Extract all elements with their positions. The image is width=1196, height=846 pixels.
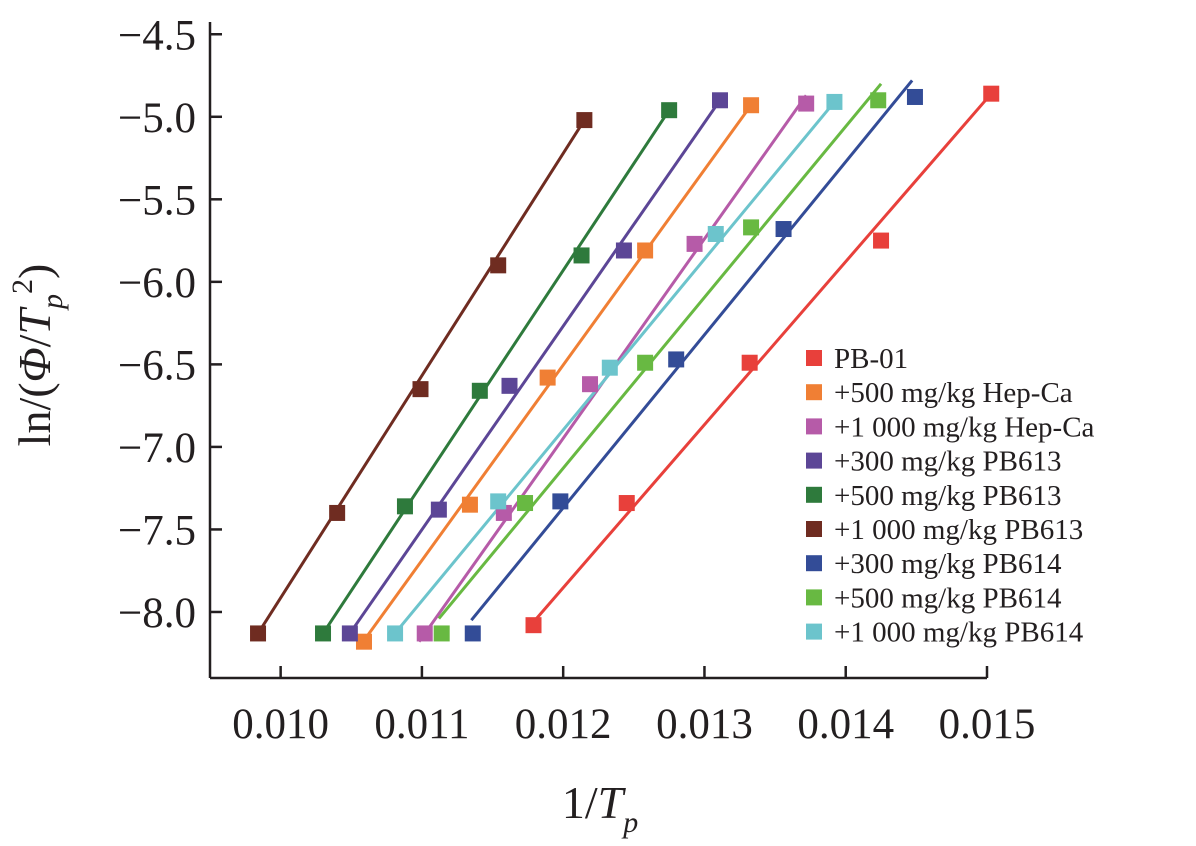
legend-label-series-6: +300 mg/kg PB614 [834, 548, 1062, 580]
data-point-series-1 [637, 242, 654, 259]
x-tick-label: 0.011 [374, 701, 469, 748]
x-tick-label: 0.014 [797, 701, 894, 748]
data-point-series-4 [315, 625, 332, 642]
data-point-series-8 [387, 625, 404, 642]
data-point-series-5 [329, 504, 346, 521]
fit-line-series-7 [437, 82, 883, 620]
legend: PB-01+500 mg/kg Hep-Ca+1 000 mg/kg Hep-C… [806, 343, 1095, 649]
y-tick-label: −7.5 [118, 507, 196, 554]
data-point-series-5 [412, 381, 429, 398]
data-point-series-5 [576, 112, 593, 129]
x-tick-label: 0.013 [656, 701, 753, 748]
data-point-series-0 [618, 495, 635, 512]
y-tick-label: −6.0 [118, 260, 196, 307]
data-point-series-6 [906, 88, 923, 105]
fit-line-series-6 [470, 79, 914, 622]
legend-marker-series-4 [806, 486, 822, 503]
data-point-series-4 [396, 498, 413, 515]
legend-marker-series-5 [806, 521, 822, 537]
data-point-series-7 [637, 354, 654, 371]
legend-label-series-0: PB-01 [834, 343, 908, 375]
data-points [250, 85, 1000, 650]
data-point-series-4 [661, 102, 678, 119]
fit-line-series-5 [256, 119, 586, 635]
legend-marker-series-6 [806, 555, 822, 572]
legend-label-series-4: +500 mg/kg PB613 [834, 480, 1061, 512]
data-point-series-1 [539, 369, 556, 386]
data-point-series-3 [711, 92, 728, 109]
legend-marker-series-0 [806, 350, 822, 366]
data-point-series-8 [826, 93, 843, 110]
x-tick-label: 0.010 [232, 701, 329, 748]
data-point-series-1 [355, 633, 372, 650]
legend-marker-series-3 [806, 452, 822, 469]
data-point-series-2 [416, 625, 433, 642]
legend-marker-series-7 [806, 589, 822, 606]
legend-label-series-2: +1 000 mg/kg Hep-Ca [834, 411, 1095, 443]
data-point-series-0 [983, 85, 1000, 102]
y-tick-label: −6.5 [118, 342, 196, 389]
data-point-series-8 [490, 493, 507, 510]
data-point-series-7 [870, 92, 887, 109]
legend-label-series-3: +300 mg/kg PB613 [834, 446, 1061, 478]
fit-line-series-0 [526, 92, 993, 630]
y-tick-label: −5.5 [118, 177, 196, 224]
legend-label-series-8: +1 000 mg/kg PB614 [834, 617, 1084, 649]
data-point-series-2 [582, 376, 599, 393]
fit-line-series-4 [321, 109, 671, 635]
data-point-series-3 [430, 501, 447, 518]
data-point-series-5 [250, 625, 267, 642]
axes: 0.010 0.011 0.012 0.013 0.014 0.015 −4.5 −5.0 −5… [118, 12, 1035, 748]
x-axis-title: 1/Tp [562, 777, 638, 839]
data-point-series-3 [615, 242, 632, 259]
legend-marker-series-8 [806, 623, 822, 640]
data-point-series-3 [341, 625, 358, 642]
y-tick-label: −4.5 [118, 12, 196, 59]
data-point-series-3 [501, 377, 518, 394]
data-point-series-8 [707, 225, 724, 242]
data-point-series-0 [741, 354, 758, 371]
data-point-series-7 [743, 219, 760, 236]
y-axis-title: ln/(Φ/Tp2) [6, 264, 69, 447]
data-point-series-4 [573, 247, 590, 264]
legend-label-series-5: +1 000 mg/kg PB613 [834, 514, 1083, 546]
data-point-series-2 [798, 95, 815, 112]
data-point-series-1 [461, 496, 478, 513]
axis-titles: 1/Tp ln/(Φ/Tp2) [6, 264, 638, 839]
data-point-series-2 [686, 235, 703, 252]
data-point-series-5 [490, 257, 507, 274]
legend-marker-series-2 [806, 418, 822, 435]
data-point-series-4 [471, 382, 488, 399]
y-tick-label: −8.0 [118, 590, 196, 637]
data-point-series-8 [601, 359, 618, 376]
y-tick-label: −7.0 [118, 425, 196, 472]
data-point-series-0 [873, 232, 890, 249]
x-tick-label: 0.015 [939, 701, 1036, 748]
y-tick-label: −5.0 [118, 95, 196, 142]
data-point-series-6 [464, 625, 481, 642]
legend-label-series-1: +500 mg/kg Hep-Ca [834, 377, 1073, 409]
data-point-series-0 [525, 617, 542, 634]
data-point-series-7 [433, 625, 450, 642]
x-tick-label: 0.012 [515, 701, 612, 748]
legend-label-series-7: +500 mg/kg PB614 [834, 582, 1062, 614]
data-point-series-6 [552, 493, 569, 510]
legend-marker-series-1 [806, 384, 822, 401]
data-point-series-6 [668, 351, 685, 368]
data-point-series-1 [743, 97, 760, 114]
data-point-series-7 [517, 495, 534, 512]
fit-line-series-3 [348, 99, 722, 635]
data-point-series-6 [775, 221, 792, 238]
